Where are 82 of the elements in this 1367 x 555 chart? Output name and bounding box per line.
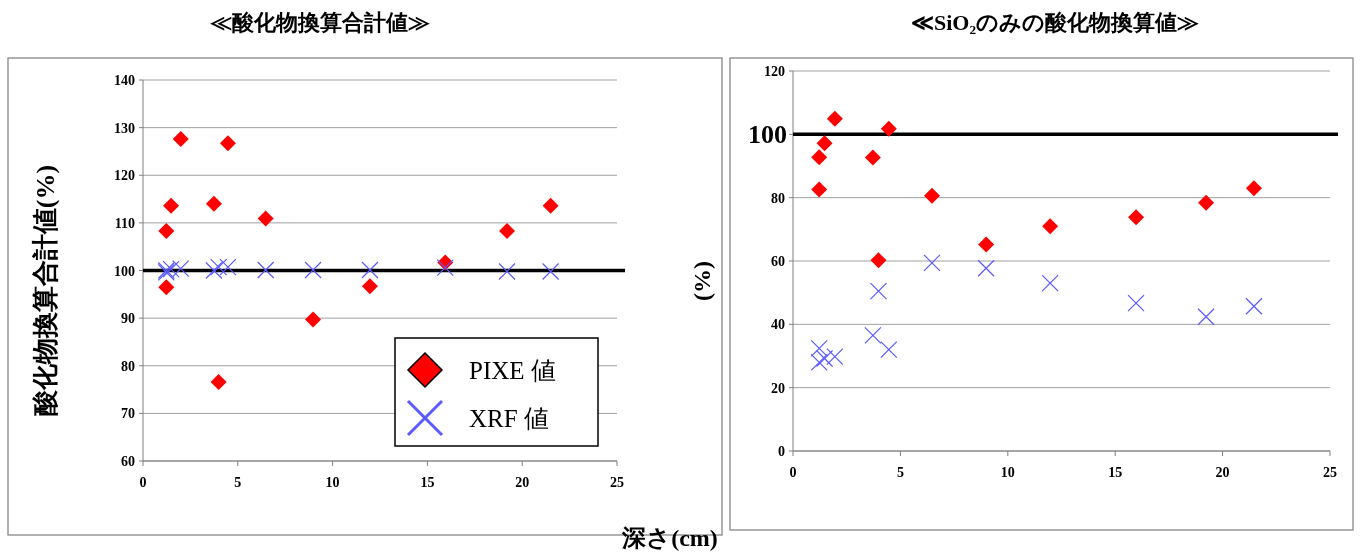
point [1245, 297, 1263, 315]
point [205, 261, 223, 280]
point [162, 260, 180, 278]
y-tick-label: 40 [771, 317, 785, 333]
x-tick-label: 0 [139, 475, 147, 490]
y-tick-label: 80 [771, 190, 785, 206]
point [542, 197, 559, 214]
point [361, 261, 379, 279]
point [869, 282, 888, 300]
y-tick-label: 130 [114, 120, 135, 136]
y-axis-title: (%) [689, 261, 715, 301]
point [163, 197, 180, 214]
point [1041, 274, 1059, 292]
point [864, 326, 882, 345]
point [1198, 194, 1215, 211]
x-tick-label: 5 [234, 475, 242, 490]
y-tick-label: 0 [778, 444, 785, 459]
point [1128, 209, 1145, 226]
point [810, 353, 828, 371]
point [219, 258, 237, 276]
point [210, 258, 228, 276]
point [361, 278, 378, 295]
point [880, 341, 898, 359]
y-tick-label: 120 [114, 168, 135, 184]
point [499, 222, 516, 239]
y-tick-label: 80 [121, 358, 135, 374]
point [880, 120, 897, 137]
y-tick-label: 60 [771, 254, 785, 269]
point [870, 252, 887, 269]
point [923, 254, 941, 272]
point [1245, 180, 1262, 197]
point [257, 210, 274, 227]
x-tick-label: 0 [789, 465, 797, 480]
point [923, 187, 940, 204]
point [815, 349, 834, 368]
point [816, 135, 833, 152]
y-axis-title: 酸化物換算合計値(%) [30, 164, 60, 417]
point [826, 348, 844, 366]
x-tick-label: 25 [1323, 465, 1337, 480]
point [826, 110, 843, 127]
point [257, 261, 275, 279]
point [304, 261, 322, 279]
point [811, 181, 828, 198]
x-tick-label: 20 [515, 475, 530, 490]
point [977, 259, 995, 277]
y-tick-label: 100 [114, 263, 135, 279]
chart-title: ≪SiO₂のみの酸化物換算値≫ [910, 10, 1200, 35]
x-tick-label: 20 [1215, 465, 1230, 480]
legend-label: PIXE 値 [469, 357, 556, 384]
point [158, 279, 175, 296]
legend-label: XRF 値 [469, 405, 549, 432]
chart-title: ≪酸化物換算合計値≫ [210, 10, 430, 35]
point [978, 236, 995, 253]
x-tick-label: 15 [1108, 465, 1123, 480]
point [542, 262, 560, 281]
y-tick-label: 60 [121, 454, 135, 469]
x-tick-label: 25 [610, 475, 624, 490]
x-tick-label: 15 [420, 475, 435, 490]
point [158, 222, 175, 239]
y-tick-label: 90 [121, 311, 135, 327]
point [1127, 294, 1145, 312]
point [811, 149, 828, 166]
point [864, 149, 881, 166]
point [498, 262, 516, 281]
y-tick-label: 20 [771, 380, 785, 396]
point [1197, 308, 1215, 326]
x-tick-label: 10 [325, 475, 340, 490]
point [210, 373, 227, 390]
y-tick-label: 70 [121, 406, 135, 422]
point [810, 339, 828, 357]
point [205, 195, 222, 212]
point [305, 311, 322, 328]
point [1042, 218, 1059, 235]
y-tick-label: 110 [114, 215, 135, 231]
x-tick-label: 5 [896, 465, 904, 480]
y-tick-label: 140 [114, 73, 135, 88]
x-axis-title: 深さ(cm) [621, 525, 718, 551]
y-tick-label: 120 [764, 64, 785, 79]
point [172, 131, 189, 148]
point [436, 259, 454, 277]
x-tick-label: 10 [1000, 465, 1015, 480]
point [219, 135, 236, 152]
